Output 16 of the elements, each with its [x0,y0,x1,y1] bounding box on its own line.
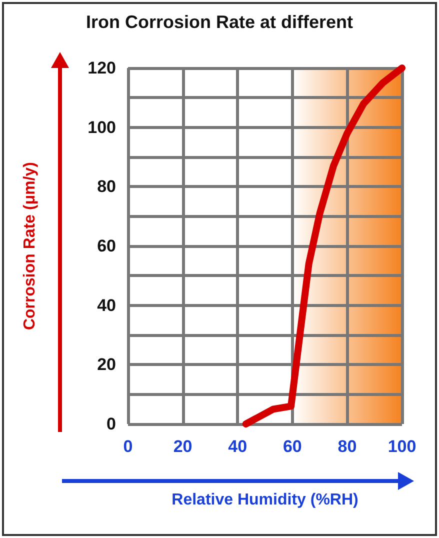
x-tick-label: 20 [173,437,192,456]
x-tick-label: 100 [388,437,416,456]
x-tick-label: 0 [123,437,133,456]
y-tick-label: 40 [97,296,116,315]
y-tick-label: 120 [88,58,116,78]
x-tick-label: 40 [228,437,248,456]
x-tick-label: 80 [338,437,357,456]
x-axis-title: Relative Humidity (%RH) [172,492,358,508]
y-tick-label: 0 [106,414,116,434]
y-tick-label: 100 [88,118,116,137]
x-tick-label: 60 [282,437,302,456]
y-axis-title: Corrosion Rate (μm/y) [22,162,38,330]
y-tick-label: 80 [97,177,116,196]
y-tick-label: 20 [97,355,116,374]
chart-title: Iron Corrosion Rate at different [86,12,354,32]
y-tick-label: 60 [97,236,116,256]
